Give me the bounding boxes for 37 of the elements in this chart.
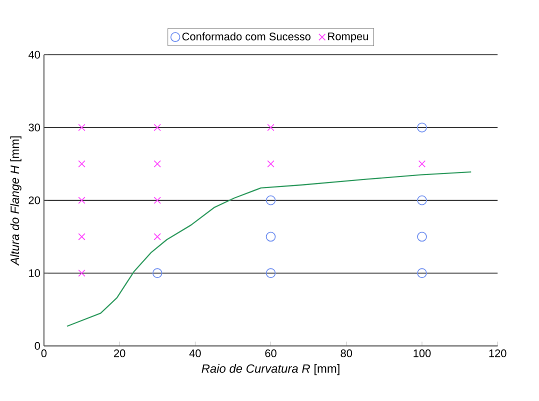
point (78, 124, 86, 132)
x-tick-label: 80 (340, 349, 352, 358)
point (417, 268, 427, 278)
y-axis-title: Altura do Flange H [mm] (10, 136, 22, 266)
point (266, 195, 276, 206)
legend-label: Conformado com Sucesso (182, 32, 310, 40)
y-tick-label: 40 (28, 50, 40, 59)
point (152, 268, 162, 278)
line-series (66, 171, 472, 327)
point (418, 160, 426, 168)
point (417, 195, 427, 206)
x-tick-label: 100 (414, 349, 431, 358)
point (417, 122, 427, 132)
point (267, 124, 274, 132)
point (266, 232, 276, 242)
y-tick-label: 20 (28, 196, 40, 204)
point (154, 160, 161, 168)
y-tick-label: 10 (29, 269, 40, 277)
point (154, 124, 161, 132)
y-tick-label: 0 (34, 342, 40, 350)
x-tick-label: 40 (189, 349, 201, 358)
point (267, 160, 274, 168)
point (78, 269, 86, 277)
point (154, 232, 161, 240)
point (154, 196, 161, 204)
x-tick-label: 0 (41, 349, 47, 358)
x-tick-label: 120 (489, 349, 506, 358)
point (78, 160, 86, 168)
x-axis-title: Raio de Curvatura R [mm] (202, 364, 340, 376)
y-tick-label: 30 (28, 124, 40, 132)
legend-label: Rompeu (328, 32, 368, 42)
x-tick-label: 20 (114, 349, 126, 358)
point (78, 196, 86, 204)
point (266, 268, 276, 278)
x-tick-label: 60 (265, 349, 276, 358)
point (417, 232, 427, 242)
point (78, 232, 86, 240)
